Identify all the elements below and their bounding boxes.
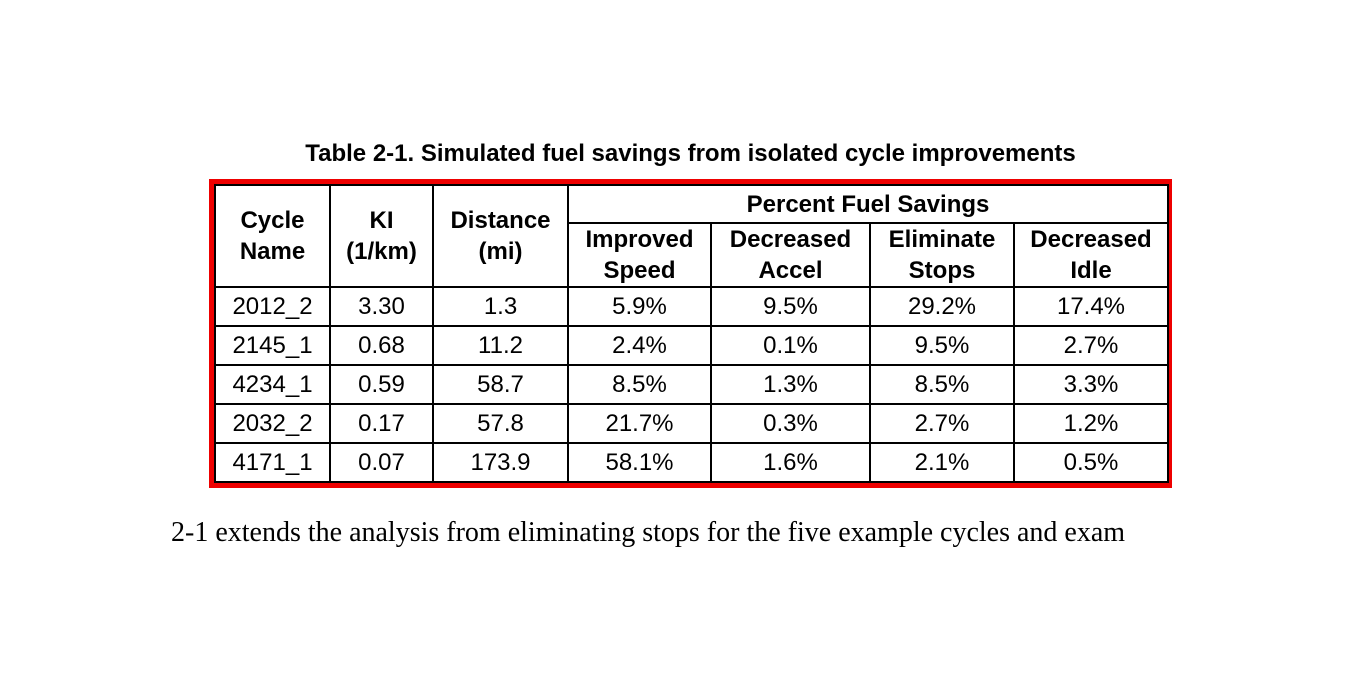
- cell-cycle-name: 2032_2: [214, 403, 331, 444]
- cell-distance: 57.8: [432, 403, 569, 444]
- col-header-eliminate-stops: Eliminate Stops: [869, 222, 1015, 288]
- cell-decreased-accel: 0.3%: [710, 403, 871, 444]
- cell-ki: 0.17: [329, 403, 434, 444]
- cell-cycle-name: 2012_2: [214, 286, 331, 327]
- cell-eliminate-stops: 2.1%: [869, 442, 1015, 483]
- cell-distance: 58.7: [432, 364, 569, 405]
- cell-ki: 0.59: [329, 364, 434, 405]
- cell-eliminate-stops: 8.5%: [869, 364, 1015, 405]
- col-header-decreased-idle: Decreased Idle: [1012, 222, 1170, 288]
- col-header-ki: KI (1/km): [329, 184, 434, 288]
- header-row-group: Cycle Name KI (1/km) Distance (mi) Perce…: [214, 184, 1170, 288]
- table-caption: Table 2-1. Simulated fuel savings from i…: [305, 140, 1076, 167]
- cell-decreased-accel: 1.6%: [710, 442, 871, 483]
- cell-decreased-accel: 0.1%: [710, 325, 871, 366]
- cell-improved-speed: 2.4%: [567, 325, 712, 366]
- table-row: 4234_1 0.59 58.7 8.5% 1.3% 8.5% 3.3%: [214, 364, 1170, 405]
- cell-eliminate-stops: 2.7%: [869, 403, 1015, 444]
- col-header-distance: Distance (mi): [432, 184, 569, 288]
- cell-distance: 173.9: [432, 442, 569, 483]
- cell-ki: 0.07: [329, 442, 434, 483]
- cell-improved-speed: 8.5%: [567, 364, 712, 405]
- table-row: 2032_2 0.17 57.8 21.7% 0.3% 2.7% 1.2%: [214, 403, 1170, 444]
- cell-decreased-accel: 1.3%: [710, 364, 871, 405]
- cell-cycle-name: 4171_1: [214, 442, 331, 483]
- cell-decreased-idle: 1.2%: [1012, 403, 1170, 444]
- cell-eliminate-stops: 9.5%: [869, 325, 1015, 366]
- cell-decreased-idle: 3.3%: [1012, 364, 1170, 405]
- cell-distance: 1.3: [432, 286, 569, 327]
- cell-cycle-name: 4234_1: [214, 364, 331, 405]
- cell-improved-speed: 58.1%: [567, 442, 712, 483]
- table-row: 2012_2 3.30 1.3 5.9% 9.5% 29.2% 17.4%: [214, 286, 1170, 327]
- cell-improved-speed: 21.7%: [567, 403, 712, 444]
- cell-decreased-idle: 0.5%: [1012, 442, 1170, 483]
- table-row: 2145_1 0.68 11.2 2.4% 0.1% 9.5% 2.7%: [214, 325, 1170, 366]
- col-header-decreased-accel: Decreased Accel: [710, 222, 871, 288]
- cell-decreased-idle: 2.7%: [1012, 325, 1170, 366]
- fuel-savings-table: Cycle Name KI (1/km) Distance (mi) Perce…: [214, 184, 1170, 483]
- col-header-improved-speed: Improved Speed: [567, 222, 712, 288]
- body-text-fragment: 2-1 extends the analysis from eliminatin…: [171, 517, 1126, 548]
- cell-eliminate-stops: 29.2%: [869, 286, 1015, 327]
- cell-ki: 3.30: [329, 286, 434, 327]
- fuel-savings-table-frame: Cycle Name KI (1/km) Distance (mi) Perce…: [209, 179, 1172, 488]
- cell-improved-speed: 5.9%: [567, 286, 712, 327]
- cell-decreased-idle: 17.4%: [1012, 286, 1170, 327]
- cell-distance: 11.2: [432, 325, 569, 366]
- col-header-cycle-name: Cycle Name: [214, 184, 331, 288]
- col-header-percent-fuel-savings: Percent Fuel Savings: [566, 184, 1170, 224]
- cell-ki: 0.68: [329, 325, 434, 366]
- header-row-sub: Improved Speed Decreased Accel Eliminate…: [215, 222, 1170, 288]
- cell-decreased-accel: 9.5%: [710, 286, 871, 327]
- table-row: 4171_1 0.07 173.9 58.1% 1.6% 2.1% 0.5%: [214, 442, 1170, 483]
- cell-cycle-name: 2145_1: [214, 325, 331, 366]
